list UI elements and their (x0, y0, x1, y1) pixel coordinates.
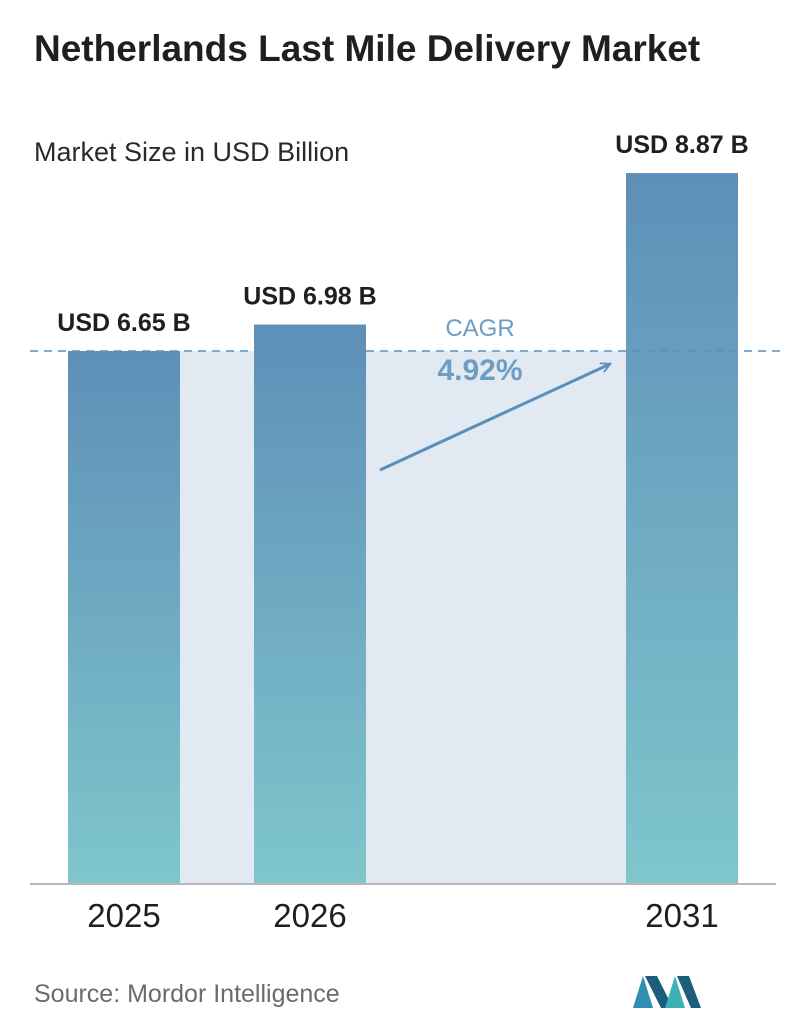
bar-2031 (626, 173, 738, 884)
x-tick-label-2025: 2025 (87, 897, 160, 934)
x-tick-label-2031: 2031 (645, 897, 718, 934)
value-label-2031: USD 8.87 B (615, 131, 748, 159)
cagr-label: CAGR (445, 315, 514, 342)
bar-2025 (68, 351, 180, 884)
value-label-2025: USD 6.65 B (57, 309, 190, 337)
cagr-value: 4.92% (437, 354, 522, 387)
chart-title: Netherlands Last Mile Delivery Market (34, 28, 701, 69)
bar-2026 (254, 324, 366, 885)
x-tick-label-2026: 2026 (273, 897, 346, 934)
bar-chart: USD 6.65 B 2025 USD 6.98 B 2026 USD 8.87 B 20… (30, 131, 780, 934)
value-label-2026: USD 6.98 B (243, 283, 376, 311)
mordor-intelligence-logo-icon (633, 976, 701, 1008)
source-note: Source: Mordor Intelligence (34, 980, 340, 1008)
cagr-arrow (379, 364, 610, 472)
chart-subtitle: Market Size in USD Billion (34, 137, 350, 167)
